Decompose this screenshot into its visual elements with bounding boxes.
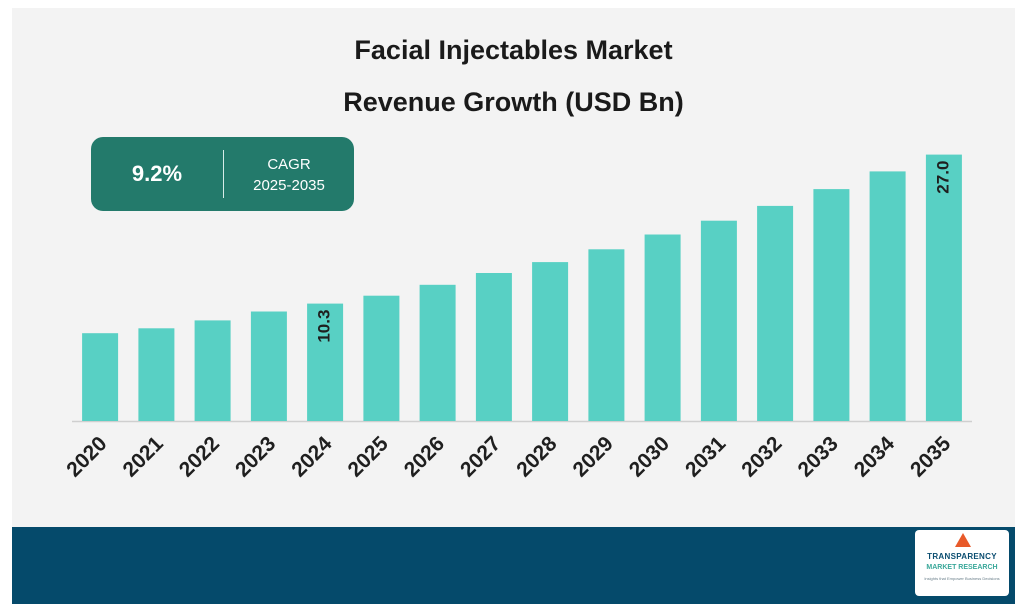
cagr-label-text: CAGR xyxy=(267,156,311,173)
x-tick-label-2028: 2028 xyxy=(512,432,562,482)
data-label-2035: 27.0 xyxy=(933,161,952,194)
bar-2024 xyxy=(307,303,344,421)
x-tick-label-2027: 2027 xyxy=(456,432,505,481)
brand-logo: TRANSPARENCY MARKET RESEARCH Insights th… xyxy=(915,530,1009,596)
x-tick-label-2031: 2031 xyxy=(681,432,731,482)
logo-tagline: Insights that Empower Business Decisions xyxy=(924,576,1000,581)
bar-2028 xyxy=(532,262,569,421)
bar-2031 xyxy=(700,220,737,421)
chart-title: Facial Injectables Market Revenue Growth… xyxy=(12,24,1015,128)
cagr-value: 9.2% xyxy=(131,161,183,186)
bar-2022 xyxy=(194,320,231,421)
cagr-label: CAGR 2025-2035 xyxy=(224,154,354,196)
x-tick-label-2024: 2024 xyxy=(287,432,337,482)
bar-2033 xyxy=(813,189,850,421)
bar-2032 xyxy=(757,205,794,421)
bar-2034 xyxy=(869,171,906,421)
x-tick-label-2035: 2035 xyxy=(906,432,956,482)
logo-text-line-1: TRANSPARENCY xyxy=(927,552,997,561)
logo-arrow-icon xyxy=(955,533,971,547)
bar-2026 xyxy=(419,284,456,421)
x-tick-label-2030: 2030 xyxy=(625,432,674,481)
x-tick-label-2020: 2020 xyxy=(62,432,111,481)
logo-text-line-2: MARKET RESEARCH xyxy=(926,564,998,571)
bar-2029 xyxy=(588,249,625,421)
bar-2027 xyxy=(475,273,512,421)
x-tick-label-2023: 2023 xyxy=(231,432,280,481)
bar-2020 xyxy=(82,333,119,421)
bar-2025 xyxy=(363,295,400,421)
x-tick-label-2025: 2025 xyxy=(344,432,394,482)
x-tick-label-2022: 2022 xyxy=(175,432,224,481)
cagr-badge: 9.2% CAGR 2025-2035 xyxy=(91,137,354,211)
cagr-period: 2025-2035 xyxy=(253,177,325,194)
x-tick-label-2034: 2034 xyxy=(850,432,900,482)
bar-2023 xyxy=(250,311,287,421)
footer-band xyxy=(12,527,1015,604)
x-tick-label-2033: 2033 xyxy=(794,432,843,481)
cagr-divider xyxy=(223,150,224,198)
x-tick-label-2029: 2029 xyxy=(569,432,618,481)
bar-2030 xyxy=(644,234,681,421)
bar-2035 xyxy=(925,154,962,421)
data-label-2024: 10.3 xyxy=(315,310,334,343)
bar-2021 xyxy=(138,328,175,421)
x-tick-label-2032: 2032 xyxy=(737,432,786,481)
chart-title-line-1: Facial Injectables Market xyxy=(354,35,673,65)
x-tick-label-2026: 2026 xyxy=(400,432,449,481)
x-tick-label-2021: 2021 xyxy=(119,432,169,482)
chart-title-line-2: Revenue Growth (USD Bn) xyxy=(343,87,684,117)
